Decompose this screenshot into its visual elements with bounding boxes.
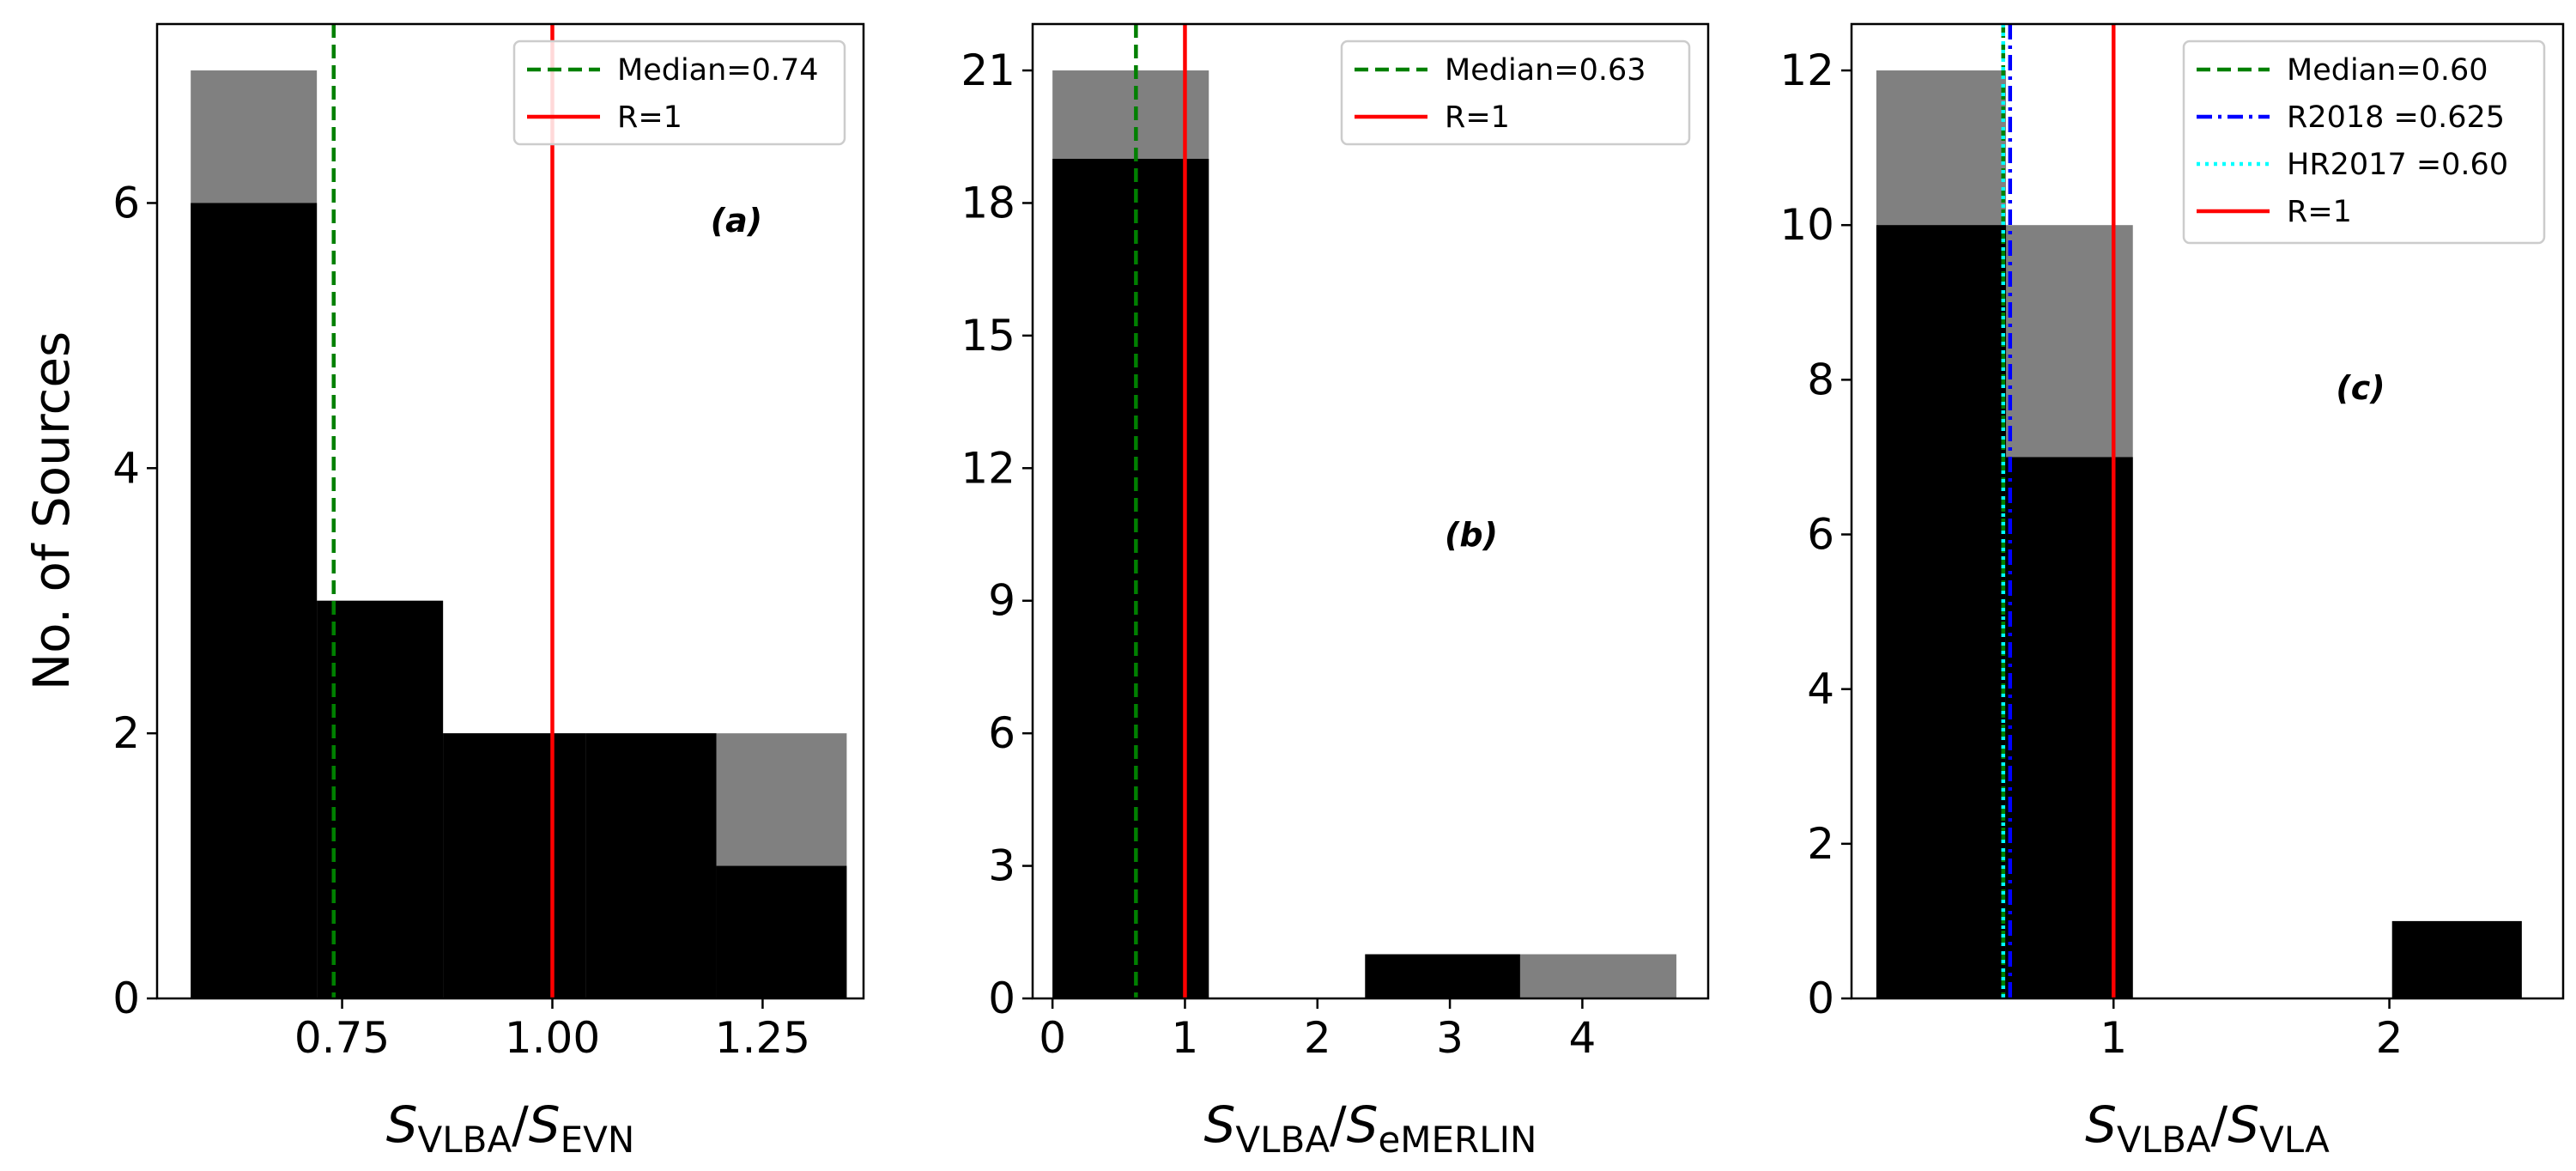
y-tick-label: 10	[1779, 200, 1834, 250]
x-axis-label: SVLBA/SVLA	[2085, 1095, 2330, 1161]
y-tick-label: 0	[988, 974, 1015, 1023]
subset-bar	[191, 203, 318, 999]
x-tick-label: 1.25	[715, 1013, 810, 1063]
legend-entry-label: Median=0.63	[1445, 53, 1646, 88]
y-tick-label: 21	[961, 46, 1015, 95]
subset-bar	[443, 733, 586, 998]
legend: Median=0.60 R2018 =0.625 HR2017 =0.60 R=1	[2182, 39, 2546, 245]
y-tick-label: 0	[112, 974, 140, 1023]
axes-frame	[1850, 22, 2565, 1000]
y-tick-label: 8	[1807, 355, 1834, 404]
x-axis-label-sub2: EVN	[561, 1119, 635, 1161]
legend-entry-label: Median=0.60	[2287, 53, 2488, 88]
x-tick-label: 0.75	[294, 1013, 390, 1063]
x-axis-label-slash: /	[512, 1095, 529, 1154]
x-tick-label: 1.00	[505, 1013, 600, 1063]
x-axis-label-main: S	[386, 1095, 418, 1154]
subset-bar	[1052, 158, 1209, 998]
x-axis-label: SVLBA/SeMERLIN	[1204, 1095, 1537, 1161]
legend-entry-label: R=1	[2287, 195, 2352, 229]
legend-box	[1340, 39, 1691, 146]
y-tick-label: 9	[988, 576, 1015, 626]
y-tick-label: 2	[112, 708, 140, 758]
y-tick-label: 12	[961, 443, 1015, 493]
y-tick-label: 4	[112, 443, 140, 493]
x-tick-label: 2	[2376, 1013, 2403, 1063]
x-axis-label-main2: S	[2227, 1095, 2259, 1154]
y-tick-label: 2	[1807, 819, 1834, 869]
x-tick-label: 2	[1304, 1013, 1331, 1063]
legend-entry-label: R2018 =0.625	[2287, 100, 2505, 135]
x-tick-label: 1	[1172, 1013, 1199, 1063]
y-tick-label: 0	[1807, 974, 1834, 1023]
legend-entry-label: R=1	[617, 100, 682, 135]
x-axis-label-sub1: VLBA	[1235, 1119, 1330, 1161]
panel-c: 1 2024681012SVLBA/SVLA(c)Median=0.60R2018…	[1779, 22, 2565, 1161]
subset-bar	[2391, 920, 2522, 998]
x-axis-label-slash: /	[1330, 1095, 1347, 1154]
y-tick-label: 12	[1779, 46, 1834, 95]
x-tick-label: 1	[2100, 1013, 2127, 1063]
subset-bar	[1365, 954, 1520, 998]
subset-bar	[317, 600, 444, 998]
panel-label: (b)	[1445, 516, 1498, 554]
y-tick-label: 18	[961, 178, 1015, 228]
x-axis-label-main: S	[1204, 1095, 1236, 1154]
y-tick-label: 3	[988, 841, 1015, 891]
panel-label: (c)	[2336, 369, 2385, 407]
total-bar	[1519, 954, 1676, 998]
y-tick-label: 6	[988, 708, 1015, 758]
x-tick-label: 0	[1039, 1013, 1066, 1063]
legend-entry-label: R=1	[1445, 100, 1510, 135]
x-axis-label-sub2: eMERLIN	[1378, 1119, 1537, 1161]
y-tick-label: 6	[1807, 510, 1834, 560]
x-axis-label-main2: S	[1347, 1095, 1379, 1154]
axes-frame	[1031, 22, 1710, 1000]
x-axis-label-sub1: VLBA	[2117, 1119, 2211, 1161]
x-axis-label-slash: /	[2211, 1095, 2228, 1154]
x-axis-label-sub2: VLA	[2259, 1119, 2330, 1161]
legend-entry-label: Median=0.74	[617, 53, 819, 88]
subset-bar	[716, 865, 847, 998]
legend-entry-label: HR2017 =0.60	[2287, 148, 2508, 182]
panel-label: (a)	[711, 202, 762, 240]
legend: Median=0.63 R=1	[1340, 39, 1691, 146]
panel-a: 0.75 1.00 1.250246SVLBA/SEVN(a)Median=0.74…	[112, 22, 865, 1161]
x-axis-label: SVLBA/SEVN	[386, 1095, 635, 1161]
y-tick-label: 6	[112, 178, 140, 228]
y-tick-label: 4	[1807, 664, 1834, 714]
subset-bar	[585, 733, 717, 998]
y-tick-label: 15	[961, 311, 1015, 361]
x-tick-label: 3	[1436, 1013, 1464, 1063]
axes-frame	[155, 22, 865, 1000]
x-tick-label: 4	[1568, 1013, 1596, 1063]
x-axis-label-sub1: VLBA	[418, 1119, 512, 1161]
x-axis-label-main: S	[2085, 1095, 2117, 1154]
y-axis-label: No. of Sources	[22, 331, 81, 691]
subset-bar	[1876, 225, 2006, 998]
legend-box	[2182, 39, 2546, 245]
legend: Median=0.74 R=1	[512, 39, 846, 146]
panel-b: 0 1 2 3 4036912151821SVLBA/SeMERLIN(b)Median…	[961, 22, 1710, 1161]
x-axis-label-main2: S	[529, 1095, 561, 1154]
